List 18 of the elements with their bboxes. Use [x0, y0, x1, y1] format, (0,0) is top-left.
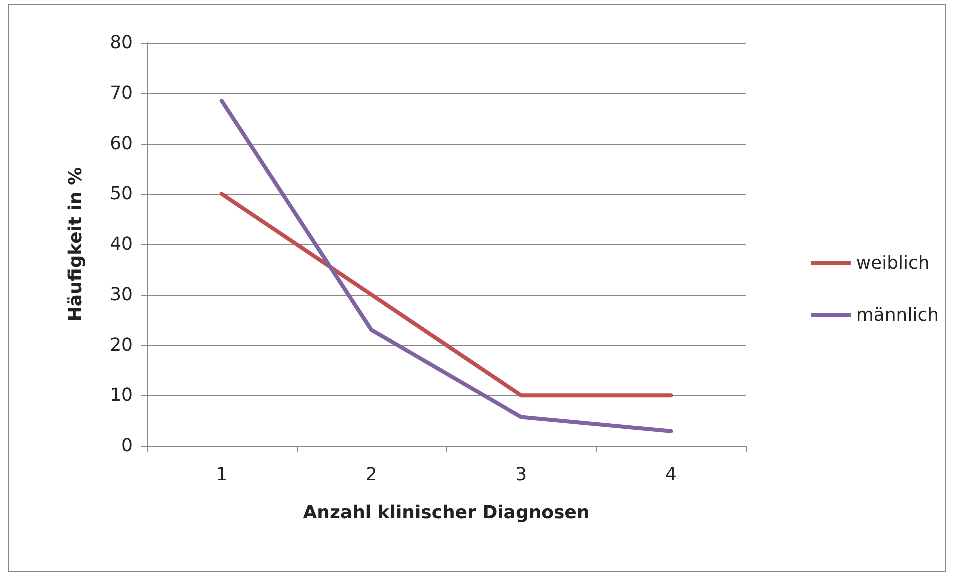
- y-tick-label: 0: [122, 436, 133, 456]
- x-tick-label: 1: [216, 464, 228, 486]
- legend-label: männlich: [856, 305, 939, 326]
- y-tick-label: 80: [110, 32, 133, 54]
- y-tick-label: 50: [110, 184, 133, 205]
- y-tick-label: 20: [110, 334, 133, 356]
- x-axis-title: Anzahl klinischer Diagnosen: [303, 502, 590, 524]
- y-tick-label: 40: [110, 234, 133, 255]
- y-tick-label: 10: [110, 385, 133, 406]
- y-tick-label: 70: [110, 82, 133, 104]
- x-tick-label: 3: [516, 464, 528, 486]
- y-axis-title: Häufigkeit in %: [66, 167, 86, 322]
- x-tick-label: 4: [665, 464, 677, 486]
- line-series: [220, 98, 674, 434]
- legend-label: weiblich: [856, 253, 930, 274]
- y-tick-label: 30: [110, 284, 133, 306]
- y-tick-label: 60: [110, 133, 133, 154]
- x-tick-label: 2: [366, 464, 378, 486]
